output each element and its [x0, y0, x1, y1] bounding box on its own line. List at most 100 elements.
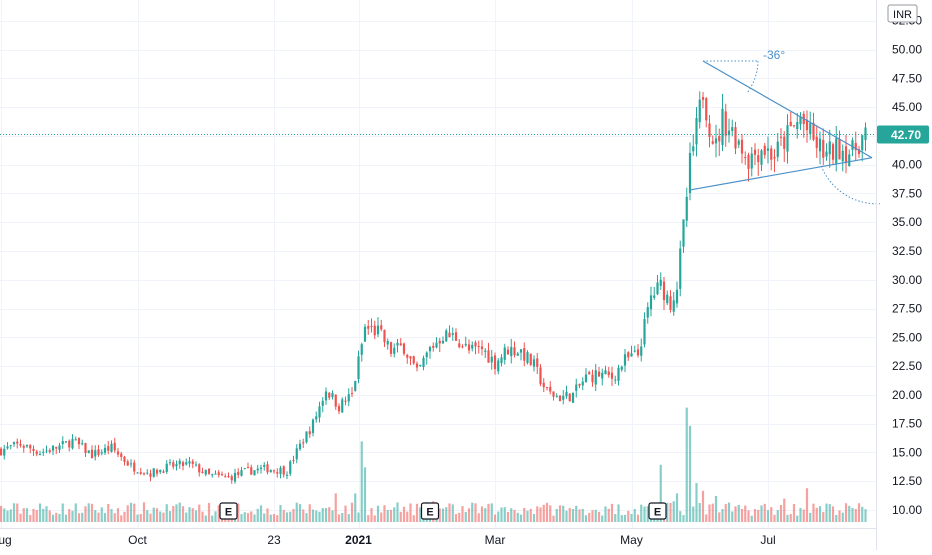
candle-body: [142, 473, 146, 475]
volume-bar: [409, 503, 412, 522]
candle-body: [38, 454, 42, 456]
volume-bar: [539, 507, 542, 522]
candle-body: [90, 449, 94, 459]
volume-bar: [799, 507, 802, 522]
time-tick-label: Jul: [760, 533, 775, 547]
candle-body: [396, 342, 399, 346]
volume-bar: [766, 510, 770, 522]
volume-bar: [175, 504, 178, 522]
earnings-marker[interactable]: E: [648, 502, 667, 520]
price-tick-label: 22.50: [892, 359, 922, 373]
candle-body: [19, 444, 22, 446]
volume-bar: [835, 515, 838, 522]
volume-bar: [552, 515, 555, 522]
volume-bar: [194, 510, 198, 522]
volume-bar: [757, 509, 760, 522]
volume-bar: [77, 513, 81, 522]
volume-bar: [861, 506, 864, 522]
volume-bar: [542, 504, 545, 522]
candle-body: [22, 445, 25, 448]
volume-bar: [419, 507, 422, 522]
candle-body: [84, 443, 87, 453]
volume-bar: [792, 504, 796, 522]
volume-bar: [633, 508, 636, 522]
candle-body: [81, 443, 84, 445]
candle-body: [708, 123, 711, 137]
time-axis[interactable]: Aug Oct 23 2021 Mar May Jul: [0, 533, 776, 547]
candle-body: [146, 472, 149, 474]
candle-body: [71, 439, 74, 449]
candle-body: [168, 462, 172, 464]
volume-bar: [45, 506, 48, 522]
candle-body: [367, 326, 370, 329]
volume-bar: [500, 507, 503, 522]
volume-bar: [571, 509, 575, 522]
volume-bar: [253, 514, 256, 522]
candle-body: [383, 329, 386, 343]
volume-bar: [58, 513, 61, 522]
volume-bar: [344, 505, 347, 522]
volume-bar: [90, 503, 94, 522]
candle-body: [601, 372, 604, 379]
candle-body: [266, 464, 269, 473]
volume-bar: [458, 512, 461, 522]
candle-body: [250, 467, 253, 475]
volume-bar: [415, 503, 419, 522]
currency-badge[interactable]: INR: [887, 4, 918, 23]
candle-body: [721, 108, 724, 145]
volume-bar: [682, 515, 685, 522]
volume-bar: [393, 507, 396, 522]
candle-body: [578, 383, 581, 386]
volume-bar: [838, 510, 841, 522]
candle-body: [211, 474, 214, 476]
candle-body: [643, 319, 646, 345]
volume-bar: [584, 515, 588, 522]
volume-bar: [588, 512, 591, 522]
volume-bar: [292, 509, 295, 522]
volume-bar: [610, 503, 614, 522]
candle-body: [607, 371, 610, 376]
volume-bar: [438, 508, 441, 522]
candle-body: [409, 356, 412, 359]
volume-bar: [211, 515, 214, 522]
candle-body: [536, 358, 539, 367]
candle-body: [243, 468, 246, 470]
candle-body: [805, 119, 809, 131]
volume-bar: [471, 502, 474, 522]
price-axis[interactable]: 52.5050.0047.5045.0042.5040.0037.5035.00…: [892, 14, 922, 517]
candle-body: [269, 469, 272, 473]
volume-bar: [841, 512, 844, 522]
volume-bar: [188, 507, 191, 522]
candle-body: [29, 445, 32, 449]
candle-body: [695, 118, 698, 145]
volume-bar: [857, 503, 861, 522]
volume-bar: [81, 512, 84, 522]
volume-bar: [519, 514, 523, 522]
volume-bar: [685, 407, 688, 522]
candle-body: [126, 461, 129, 466]
volume-bar: [770, 507, 773, 522]
volume-bar: [259, 505, 263, 522]
candle-body: [727, 130, 731, 136]
candle-body: [350, 393, 354, 395]
volume-bar: [116, 508, 120, 522]
volume-bar: [555, 509, 558, 522]
candle-body: [831, 144, 835, 160]
candle-body: [714, 138, 718, 144]
candle-body: [523, 348, 526, 361]
earnings-marker[interactable]: E: [219, 502, 238, 520]
earnings-marker-label: E: [654, 507, 661, 519]
candle-body: [256, 468, 259, 471]
volume-bar: [159, 511, 162, 522]
candle-body: [510, 346, 513, 357]
candle-body: [152, 468, 155, 477]
candle-body: [552, 391, 555, 397]
candle-body: [516, 353, 519, 356]
candle-body: [825, 151, 828, 157]
volume-bar: [727, 502, 731, 522]
earnings-marker[interactable]: E: [420, 502, 440, 520]
candle-body: [672, 300, 675, 312]
volume-bar: [204, 515, 207, 522]
volume-bar: [32, 508, 35, 522]
